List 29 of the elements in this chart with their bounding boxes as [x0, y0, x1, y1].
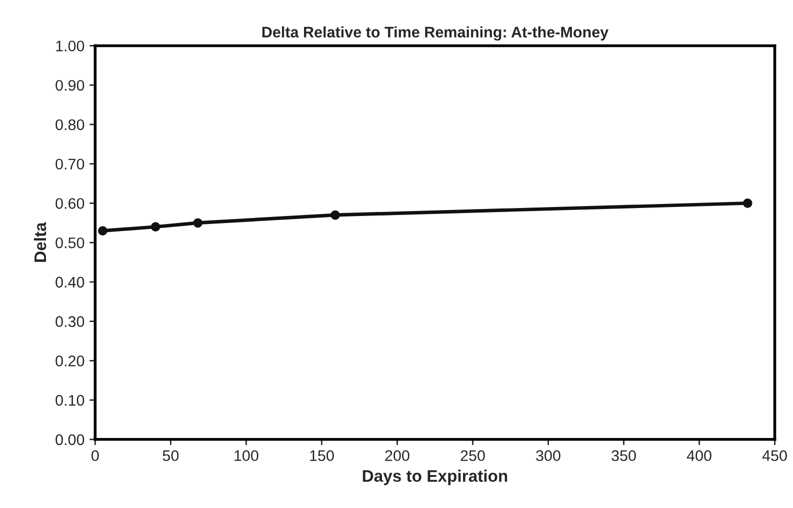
x-tick-label: 250 [460, 450, 485, 462]
point [193, 218, 203, 228]
y-axis-title: Delta [34, 222, 46, 262]
y-tick-label: 0.40 [56, 276, 84, 288]
point [98, 226, 108, 236]
y-tick-label: 0.90 [56, 80, 84, 91]
y-tick-label: 0.60 [56, 198, 84, 209]
x-axis-title: Days to Expiration [362, 470, 508, 486]
x-tick-label: 150 [310, 450, 334, 462]
y-tick-label: 0.70 [56, 158, 84, 170]
x-tick-label: 0 [92, 450, 99, 462]
x-tick-label: 50 [162, 450, 179, 462]
y-tick-label: 0.50 [56, 237, 84, 248]
y-tick-label: 0.20 [56, 356, 84, 366]
x-tick-label: 350 [612, 450, 636, 462]
y-tick-label: 0.10 [56, 394, 84, 406]
y-tick-label: 0.00 [56, 434, 84, 446]
x-tick-label: 100 [234, 450, 258, 462]
x-tick-label: 450 [762, 450, 787, 462]
chart-title: Delta Relative to Time Remaining: At-the-Money [262, 26, 608, 41]
point [330, 210, 340, 220]
y-tick-label: 0.80 [56, 119, 84, 130]
point [742, 198, 752, 208]
y-tick-label: 0.30 [56, 316, 84, 327]
x-tick-label: 300 [536, 450, 560, 462]
x-tick-label: 200 [385, 450, 410, 462]
x-tick-label: 400 [686, 450, 712, 462]
y-tick-label: 1.00 [56, 40, 84, 52]
point [150, 222, 160, 232]
